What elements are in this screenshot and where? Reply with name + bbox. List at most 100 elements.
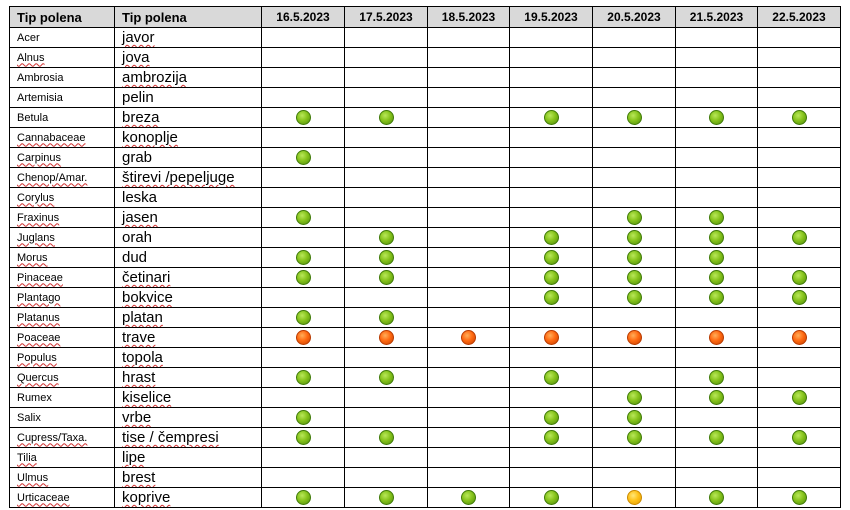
level-cell: [427, 307, 510, 328]
level-cell: [261, 267, 345, 288]
level-cell: [592, 147, 676, 168]
latin-name: Plantago: [17, 291, 61, 304]
local-name: štirevi /pepeljuge: [122, 169, 235, 186]
latin-name-cell: Pinaceae: [9, 267, 115, 288]
level-cell: [509, 447, 593, 468]
green-level-dot-icon: [295, 249, 311, 265]
level-cell: [592, 167, 676, 188]
green-level-dot-icon: [461, 489, 476, 505]
level-cell: [344, 47, 428, 68]
level-cell: [675, 167, 758, 188]
latin-name: Platanus: [17, 311, 60, 324]
orange-level-dot-icon: [378, 329, 394, 345]
latin-name-cell: Poaceae: [9, 327, 115, 348]
level-cell: [509, 87, 593, 108]
yellow-level-dot-icon: [626, 489, 642, 505]
green-level-dot-icon: [295, 149, 311, 165]
green-level-dot-icon: [295, 209, 311, 225]
level-cell: [427, 427, 510, 448]
local-name: tise / čempresi: [122, 429, 219, 446]
latin-name: Poaceae: [17, 331, 61, 344]
level-cell: [675, 447, 758, 468]
level-cell: [675, 247, 758, 268]
latin-name: Betula: [17, 111, 49, 124]
latin-name-cell: Rumex: [9, 387, 115, 408]
table-row: Ulmus brest: [9, 467, 841, 488]
local-name-cell: tise / čempresi: [114, 427, 262, 448]
level-cell: [757, 87, 841, 108]
local-name: dud: [122, 249, 148, 266]
latin-name: Ambrosia: [17, 71, 64, 84]
green-level-dot-icon: [378, 429, 394, 445]
local-name-cell: grab: [114, 147, 262, 168]
level-cell: [675, 487, 758, 508]
level-cell: [261, 487, 345, 508]
table-row: Chenop/Amar. štirevi /pepeljuge: [9, 167, 841, 188]
table-row: Alnus jova: [9, 47, 841, 68]
latin-name-cell: Alnus: [9, 47, 115, 68]
level-cell: [592, 207, 676, 228]
green-level-dot-icon: [378, 309, 394, 325]
green-level-dot-icon: [626, 109, 642, 125]
level-cell: [509, 67, 593, 88]
table-row: Salix vrbe: [9, 407, 841, 428]
level-cell: [509, 167, 593, 188]
level-cell: [592, 367, 676, 388]
level-cell: [509, 307, 593, 328]
level-cell: [261, 167, 345, 188]
orange-level-dot-icon: [791, 329, 807, 345]
latin-name-cell: Cannabaceae: [9, 127, 115, 148]
green-level-dot-icon: [791, 109, 807, 125]
level-cell: [757, 267, 841, 288]
level-cell: [261, 227, 345, 248]
green-level-dot-icon: [543, 229, 559, 245]
level-cell: [344, 207, 428, 228]
table-row: Cannabaceae konoplje: [9, 127, 841, 148]
green-level-dot-icon: [626, 389, 642, 405]
level-cell: [675, 467, 758, 488]
level-cell: [344, 427, 428, 448]
green-level-dot-icon: [626, 409, 642, 425]
level-cell: [509, 267, 593, 288]
local-name-cell: jova: [114, 47, 262, 68]
level-cell: [509, 247, 593, 268]
level-cell: [261, 147, 345, 168]
latin-name-cell: Corylus: [9, 187, 115, 208]
latin-name-cell: Tilia: [9, 447, 115, 468]
green-level-dot-icon: [709, 209, 724, 225]
local-name: četinari: [122, 269, 171, 286]
green-level-dot-icon: [295, 489, 311, 505]
local-name-cell: četinari: [114, 267, 262, 288]
level-cell: [592, 87, 676, 108]
green-level-dot-icon: [295, 109, 311, 125]
local-name-cell: ambrozija: [114, 67, 262, 88]
level-cell: [509, 487, 593, 508]
level-cell: [757, 147, 841, 168]
level-cell: [509, 367, 593, 388]
latin-name: Cannabaceae: [17, 131, 86, 144]
latin-name: Artemisia: [17, 91, 63, 104]
local-name-cell: bokvice: [114, 287, 262, 308]
local-name-cell: vrbe: [114, 407, 262, 428]
level-cell: [675, 367, 758, 388]
level-cell: [261, 327, 345, 348]
table-row: Carpinus grab: [9, 147, 841, 168]
level-cell: [344, 227, 428, 248]
level-cell: [592, 307, 676, 328]
green-level-dot-icon: [378, 249, 394, 265]
level-cell: [592, 267, 676, 288]
level-cell: [344, 447, 428, 468]
level-cell: [344, 347, 428, 368]
level-cell: [675, 427, 758, 448]
level-cell: [757, 207, 841, 228]
level-cell: [675, 187, 758, 208]
level-cell: [509, 127, 593, 148]
level-cell: [757, 47, 841, 68]
table-row: Ambrosia ambrozija: [9, 67, 841, 88]
pollen-table: Tip polena Tip polena 16.5.2023 17.5.202…: [9, 6, 841, 508]
header-date: 17.5.2023: [344, 6, 428, 28]
level-cell: [344, 67, 428, 88]
level-cell: [427, 367, 510, 388]
level-cell: [509, 387, 593, 408]
level-cell: [261, 347, 345, 368]
